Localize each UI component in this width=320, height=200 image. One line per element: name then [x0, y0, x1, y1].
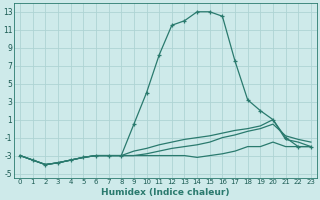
X-axis label: Humidex (Indice chaleur): Humidex (Indice chaleur) [101, 188, 230, 197]
